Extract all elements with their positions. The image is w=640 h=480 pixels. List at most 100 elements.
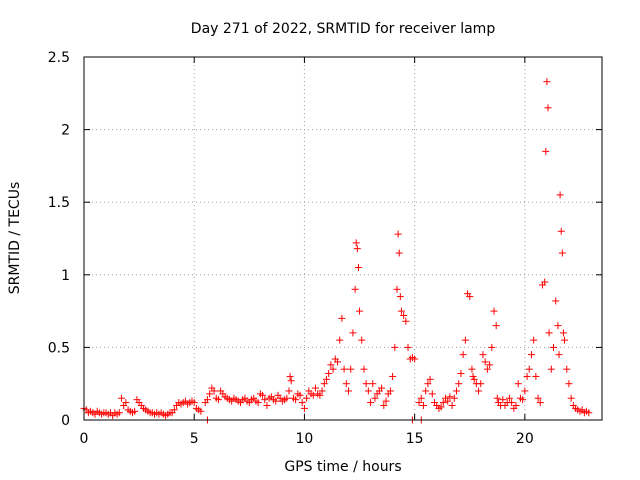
data-point — [272, 397, 280, 405]
data-point — [320, 380, 328, 388]
data-point — [402, 317, 410, 325]
y-tick-label: 2.5 — [48, 50, 70, 66]
data-point — [486, 361, 494, 369]
data-point — [534, 394, 542, 402]
data-point — [351, 285, 359, 293]
data-point — [117, 394, 125, 402]
data-point — [523, 372, 531, 380]
data-point — [543, 78, 551, 86]
chart-title: Day 271 of 2022, SRMTID for receiver lam… — [191, 21, 496, 37]
data-point — [499, 396, 507, 404]
data-point — [556, 191, 564, 199]
data-point — [206, 390, 214, 398]
data-point — [259, 391, 267, 399]
data-point — [338, 314, 346, 322]
data-point — [197, 407, 205, 415]
y-tick-label: 0.5 — [48, 340, 70, 356]
data-point — [380, 401, 388, 409]
x-tick-label: 20 — [516, 431, 534, 447]
data-point — [296, 391, 304, 399]
data-point — [483, 365, 491, 373]
plot-frame — [83, 56, 603, 421]
data-point — [470, 375, 478, 383]
data-point — [300, 404, 308, 412]
data-point — [437, 403, 445, 411]
data-point — [541, 278, 549, 286]
data-point — [457, 370, 465, 378]
data-point — [354, 264, 362, 272]
data-point — [382, 397, 390, 405]
data-point — [559, 329, 567, 337]
data-point — [400, 311, 408, 319]
data-point — [545, 329, 553, 337]
y-tick-label: 0 — [61, 413, 70, 429]
data-point — [131, 407, 139, 415]
data-point — [536, 399, 544, 407]
data-point — [521, 387, 529, 395]
data-point — [514, 380, 522, 388]
data-point — [542, 147, 550, 155]
data-point — [561, 336, 569, 344]
data-point — [554, 322, 562, 330]
data-point — [298, 399, 306, 407]
data-point — [342, 380, 350, 388]
data-point — [519, 396, 527, 404]
data-point — [214, 396, 222, 404]
data-point — [475, 387, 483, 395]
data-point — [419, 401, 427, 409]
data-point — [378, 384, 386, 392]
data-point — [393, 285, 401, 293]
data-point — [352, 239, 360, 247]
data-point — [285, 387, 293, 395]
data-point — [263, 401, 271, 409]
data-point — [547, 365, 555, 373]
data-point — [505, 394, 513, 402]
x-tick-label: 0 — [80, 431, 89, 447]
data-point — [287, 377, 295, 385]
data-point — [283, 394, 291, 402]
data-point — [391, 343, 399, 351]
data-point — [325, 370, 333, 378]
data-point — [362, 380, 370, 388]
data-point — [439, 399, 447, 407]
data-point — [468, 365, 476, 373]
data-point — [555, 351, 563, 359]
data-point — [477, 380, 485, 388]
data-point — [316, 391, 324, 399]
data-point — [404, 343, 412, 351]
x-tick-label: 5 — [190, 431, 199, 447]
data-point — [349, 329, 357, 337]
data-point — [450, 394, 458, 402]
data-point — [424, 380, 432, 388]
data-point — [389, 372, 397, 380]
y-axis-label: SRMTID / TECUs — [7, 182, 23, 295]
data-point — [459, 351, 467, 359]
data-point — [261, 396, 269, 404]
data-point — [203, 396, 211, 404]
data-point — [356, 307, 364, 315]
data-point — [371, 394, 379, 402]
data-point — [490, 307, 498, 315]
tick-labels: 0 5 10 15 20 0 0.5 1 1.5 2 2.5 — [48, 50, 534, 447]
data-point — [329, 365, 337, 373]
data-point — [122, 399, 130, 407]
data-point — [411, 355, 419, 363]
data-point — [426, 375, 434, 383]
data-point — [461, 336, 469, 344]
x-tick-label: 15 — [406, 431, 424, 447]
data-point — [115, 409, 123, 417]
data-point — [466, 293, 474, 301]
data-point — [558, 249, 566, 257]
data-point — [527, 351, 535, 359]
data-point — [585, 409, 593, 417]
data-point — [386, 387, 394, 395]
data-point — [557, 227, 565, 235]
data-point — [367, 399, 375, 407]
y-tick-label: 1.5 — [48, 195, 70, 211]
data-point — [345, 387, 353, 395]
data-point — [481, 358, 489, 366]
data-point — [448, 401, 456, 409]
data-point — [508, 399, 516, 407]
data-point — [415, 399, 423, 407]
